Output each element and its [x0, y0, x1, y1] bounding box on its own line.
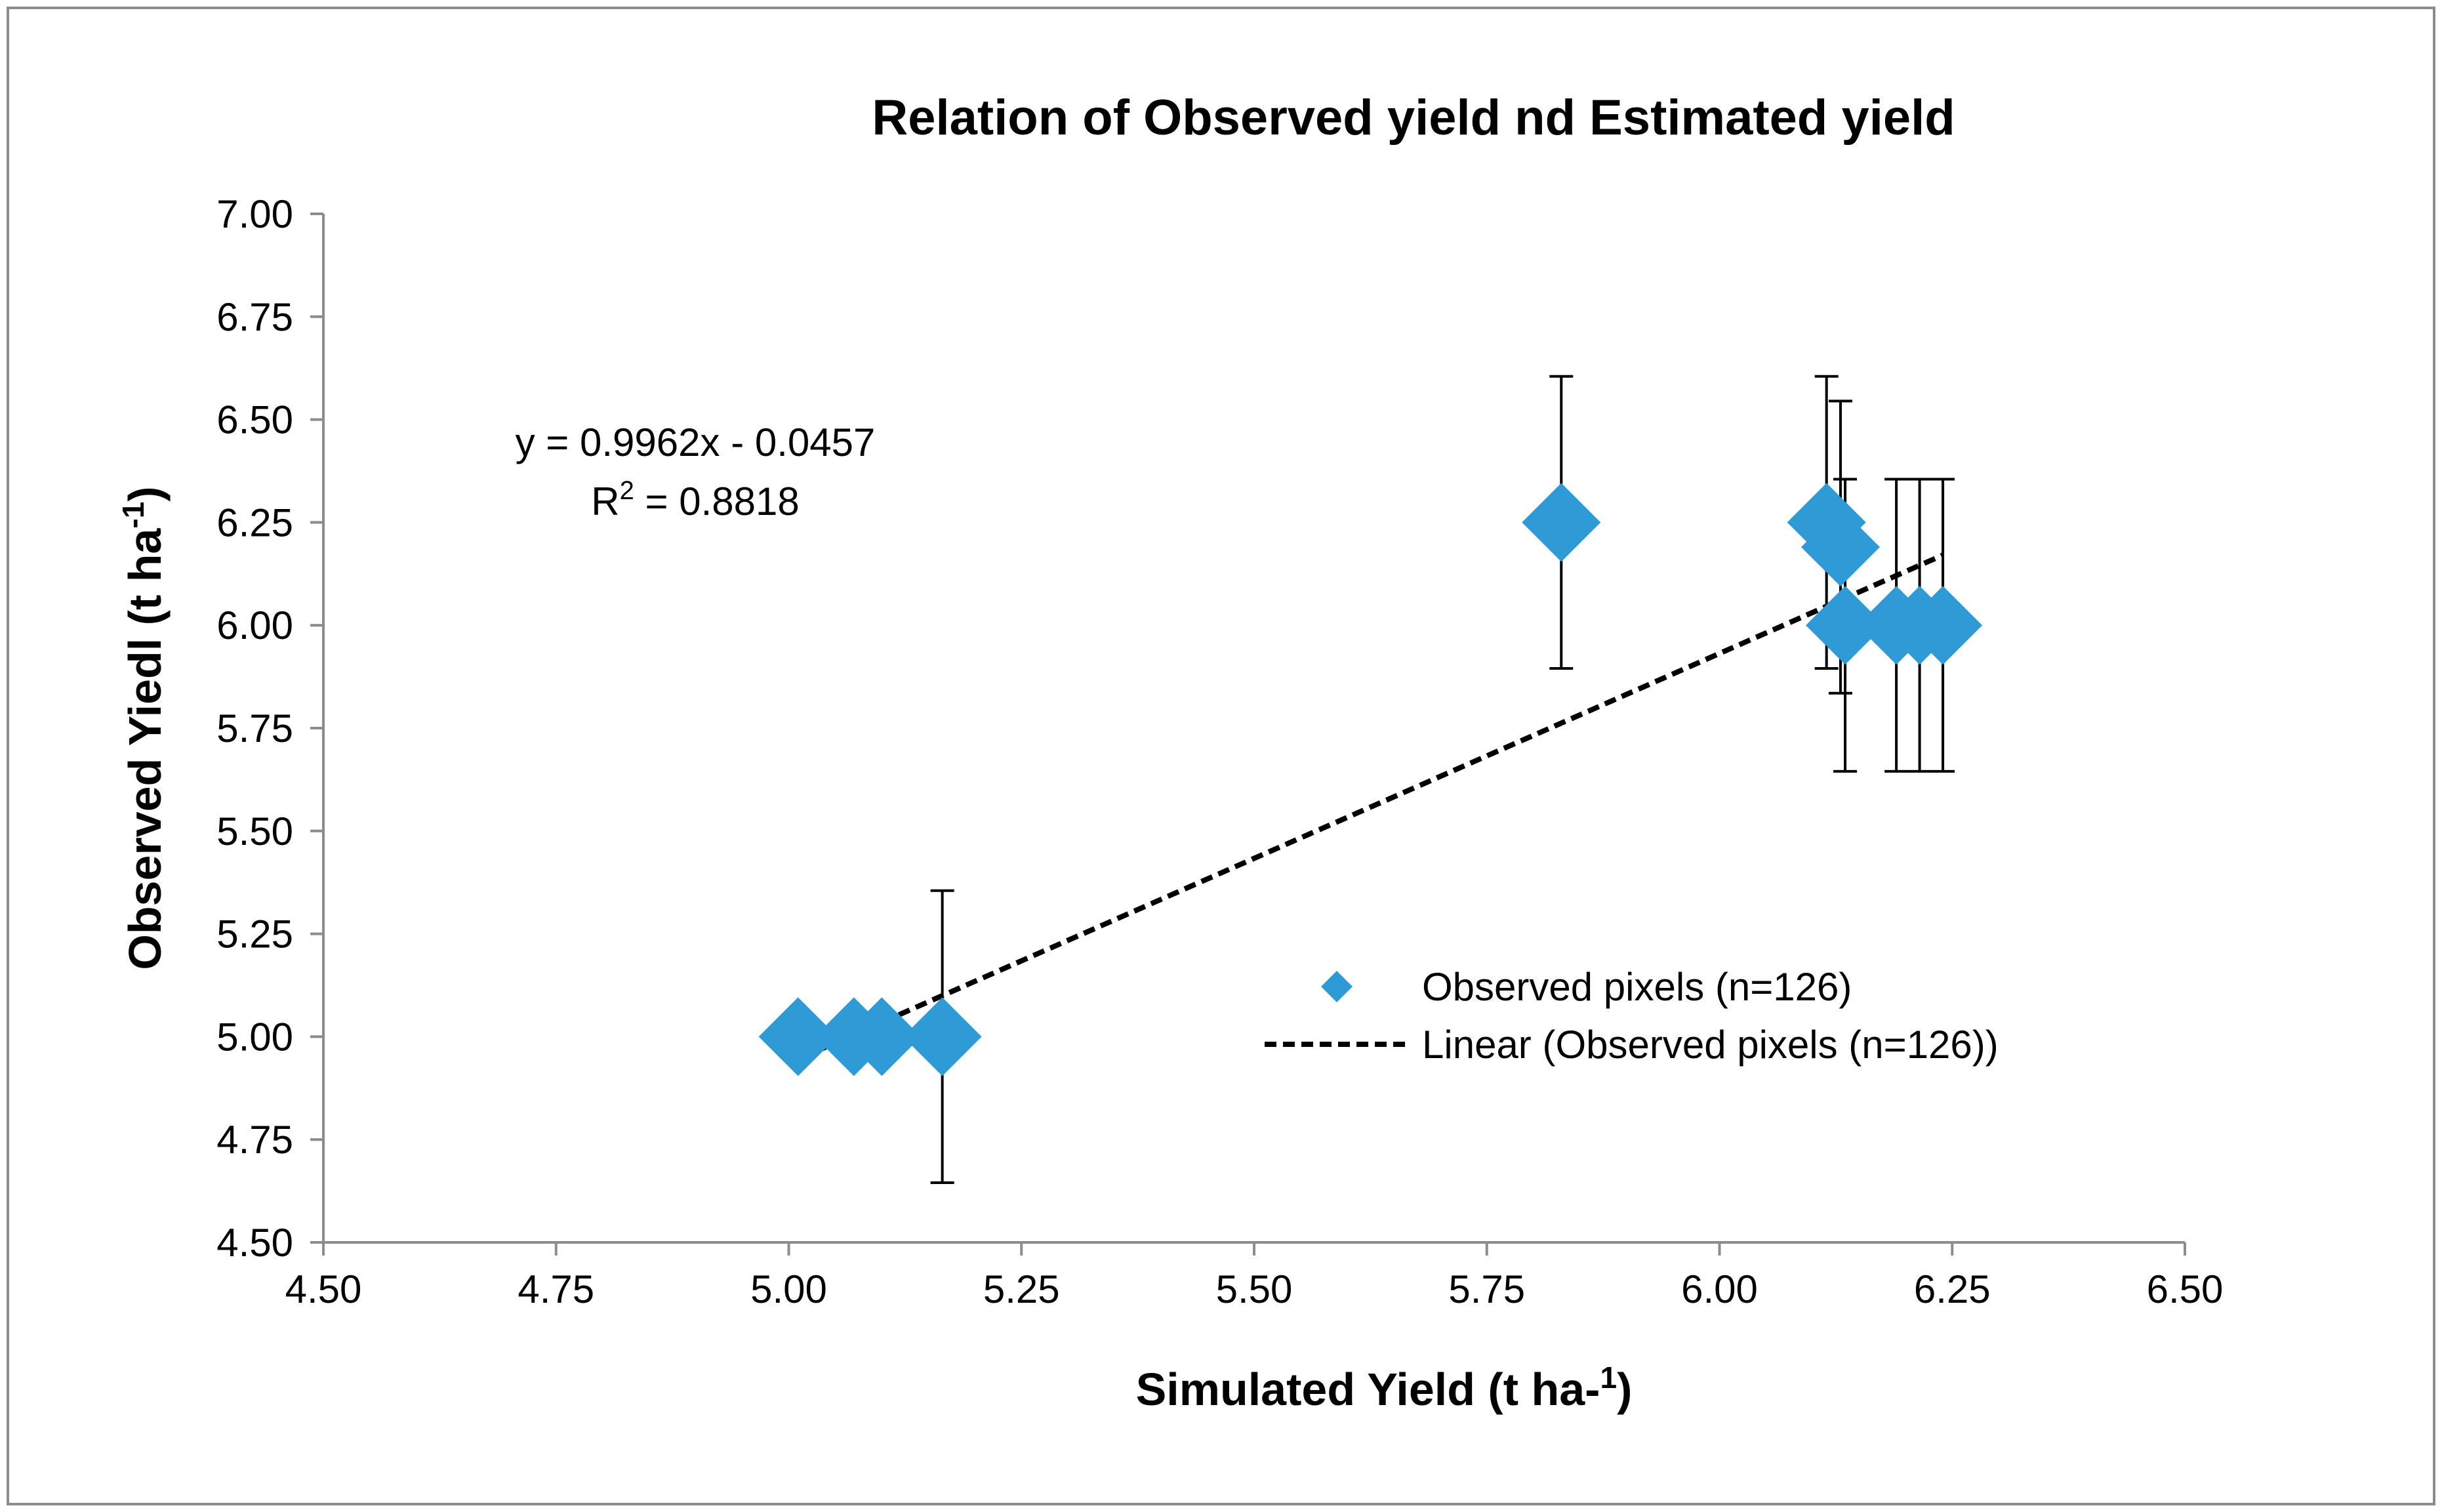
y-tick-label: 6.25	[216, 501, 293, 544]
legend-marker-diamond	[1321, 971, 1353, 1002]
y-tick-label: 6.00	[216, 603, 293, 647]
data-points	[758, 483, 1983, 1076]
data-point	[842, 997, 922, 1076]
trendline-r-squared: R2 = 0.8818	[591, 476, 800, 523]
data-point	[1806, 586, 1885, 665]
y-tick-label: 6.75	[216, 295, 293, 339]
y-axis-label: Observed Yiedl (t ha-1)	[116, 486, 171, 970]
y-tick-label: 5.00	[216, 1015, 293, 1059]
trendline	[797, 552, 1944, 1062]
x-tick-label: 5.25	[983, 1267, 1060, 1311]
y-tick-label: 4.50	[216, 1221, 293, 1265]
data-point	[1522, 483, 1601, 562]
x-tick-label: 5.00	[750, 1267, 827, 1311]
x-tick-label: 5.75	[1448, 1267, 1525, 1311]
x-axis-ticks: 4.50 4.75 5.00 5.25 5.50 5.75 6.00 6.25 6.50	[285, 1242, 2224, 1311]
legend-trendline-label: Linear (Observed pixels (n=126))	[1422, 1023, 1999, 1067]
chart-title: Relation of Observed yield nd Estimated …	[872, 90, 1955, 146]
x-tick-label: 6.25	[1914, 1267, 1991, 1311]
x-tick-label: 4.50	[285, 1267, 362, 1311]
legend-series-label: Observed pixels (n=126)	[1422, 965, 1852, 1009]
y-tick-label: 5.75	[216, 706, 293, 750]
y-tick-label: 5.25	[216, 912, 293, 956]
y-tick-label: 6.50	[216, 398, 293, 442]
x-tick-label: 6.00	[1681, 1267, 1758, 1311]
y-tick-label: 7.00	[216, 192, 293, 236]
legend: Observed pixels (n=126) Linear (Observed…	[1265, 965, 1999, 1067]
trendline-equation: y = 0.9962x - 0.0457	[516, 420, 876, 464]
trendline-layer	[797, 552, 1944, 1062]
data-point	[903, 997, 982, 1076]
data-point	[1801, 508, 1880, 587]
y-axis-ticks: 4.50 4.75 5.00 5.25 5.50 5.75 6.00 6.25 6.50 6.75…	[216, 192, 323, 1265]
x-axis-label: Simulated Yield (t ha-1)	[1136, 1360, 1633, 1415]
y-tick-label: 4.75	[216, 1118, 293, 1162]
data-point	[1903, 586, 1983, 665]
chart-border	[7, 7, 2435, 1505]
data-point	[758, 997, 838, 1076]
x-tick-label: 6.50	[2147, 1267, 2224, 1311]
x-tick-label: 4.75	[518, 1267, 594, 1311]
x-tick-label: 5.50	[1216, 1267, 1293, 1311]
y-tick-label: 5.50	[216, 809, 293, 853]
